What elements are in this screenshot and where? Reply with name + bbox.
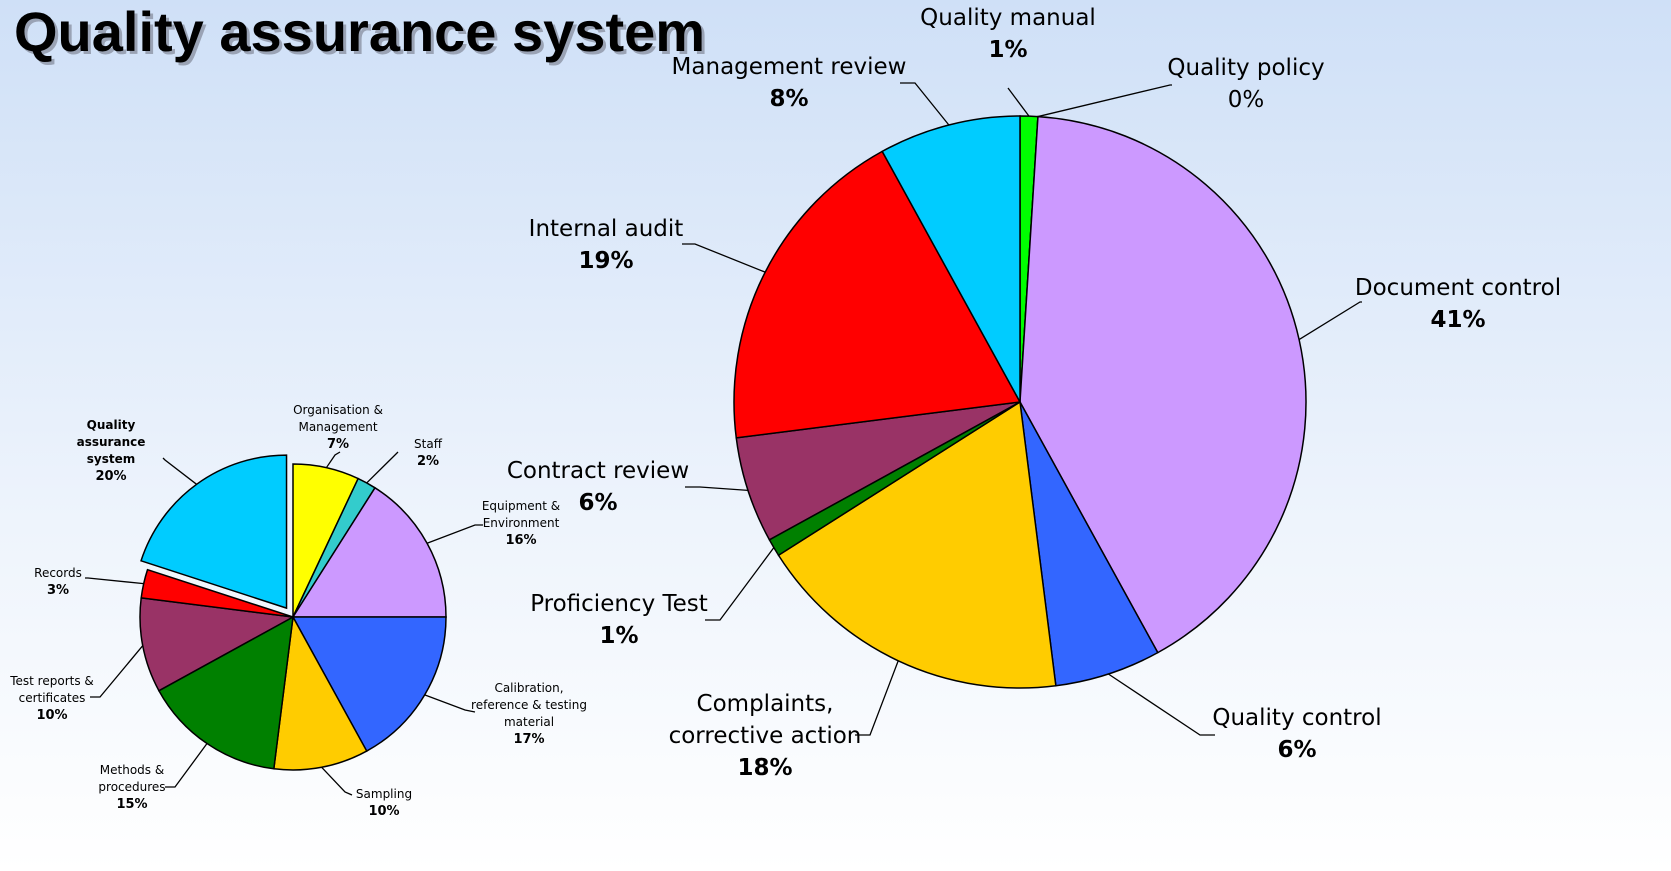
slice-value-label: 19% <box>578 248 634 274</box>
slice-name: Records <box>34 566 82 580</box>
leader-line <box>426 524 483 544</box>
slice-label: Organisation & Management 7% <box>278 402 398 453</box>
leader-line <box>682 243 766 273</box>
slice-label: Equipment & Environment 16% <box>471 498 571 549</box>
slice-name: Quality policy <box>1167 55 1325 81</box>
leader-line <box>1108 673 1215 736</box>
slice-value-label: 7% <box>326 437 350 452</box>
slice-value-label: 2% <box>416 454 440 469</box>
leader-line <box>685 486 749 492</box>
slice-name: Proficiency Test <box>530 591 708 617</box>
slice-label: Methods & procedures 15% <box>87 762 177 813</box>
leader-line <box>1298 301 1362 341</box>
slice-value-label: 16% <box>505 533 537 548</box>
pie-slice <box>291 486 447 618</box>
leader-line <box>1037 84 1172 118</box>
slice-label: Calibration, reference & testing materia… <box>464 680 594 748</box>
slice-value-label: 6% <box>578 490 618 516</box>
slice-label: Staff 2% <box>398 436 458 470</box>
leader-line <box>424 694 476 713</box>
slice-value-label: 0% <box>1227 87 1265 113</box>
slice-value-label: 3% <box>46 583 70 598</box>
slice-name: Methods & procedures <box>98 763 166 794</box>
slice-value-label: 1% <box>988 37 1028 63</box>
slice-value-label: 10% <box>368 804 400 819</box>
slice-name: Staff <box>414 437 442 451</box>
leader-line <box>162 457 197 485</box>
pie-slice <box>291 616 447 753</box>
leader-line <box>165 743 208 788</box>
slice-name: Quality assurance system <box>76 418 146 466</box>
slice-label: Internal audit 19% <box>506 213 706 277</box>
slice-label: Document control 41% <box>1348 272 1568 336</box>
pie-slice <box>733 150 1022 439</box>
slice-name: Sampling <box>355 787 413 801</box>
leader-line <box>855 660 899 736</box>
slice-name: Contract review <box>506 458 690 484</box>
slice-value-label: 18% <box>737 755 793 781</box>
slice-name: Calibration, reference & testing materia… <box>471 681 587 729</box>
slice-name: Management review <box>671 54 907 80</box>
pie-slice <box>777 400 1057 689</box>
leader-line <box>366 451 399 484</box>
slice-label: Test reports & certificates 10% <box>2 673 102 724</box>
leader-line <box>900 82 950 126</box>
leader-line <box>1007 87 1030 117</box>
slice-label: Management review 8% <box>664 51 914 115</box>
slice-name: Internal audit <box>528 216 684 242</box>
leader-line <box>85 577 144 585</box>
pie-slice <box>140 454 288 610</box>
slice-label: Sampling 10% <box>344 786 424 820</box>
slice-name: Test reports & certificates <box>10 674 94 705</box>
slice-label: Quality assurance system 20% <box>61 417 161 485</box>
slice-label: Contract review 6% <box>488 455 708 519</box>
slice-value-label: 8% <box>769 86 809 112</box>
slice-label: Proficiency Test 1% <box>504 588 734 652</box>
slice-name: Document control <box>1354 275 1562 301</box>
pie-slice <box>881 115 1021 403</box>
slice-value-label: 17% <box>513 732 545 747</box>
slice-name: Organisation & Management <box>293 403 383 434</box>
slice-label: Records 3% <box>23 565 93 599</box>
slice-name: Quality control <box>1212 705 1382 731</box>
leader-line <box>90 645 144 698</box>
pie-slice <box>1019 115 1307 654</box>
leader-line <box>321 766 353 796</box>
slice-name: Complaints, corrective action <box>668 691 862 749</box>
slice-value-label: 15% <box>116 797 148 812</box>
leader-line <box>705 547 775 621</box>
slice-value-label: 41% <box>1430 307 1486 333</box>
slide-title: Quality assurance system <box>14 0 706 63</box>
slice-value-label: 1% <box>599 623 639 649</box>
slice-label: Complaints, corrective action 18% <box>660 688 870 784</box>
slice-name: Quality manual <box>920 5 1096 31</box>
slice-label: Quality policy 0% <box>1146 52 1346 116</box>
slice-label: Quality control 6% <box>1197 702 1397 766</box>
slice-name: Equipment & Environment <box>481 499 561 530</box>
slice-label: Quality manual 1% <box>908 2 1108 66</box>
slice-value-label: 6% <box>1277 737 1317 763</box>
slice-value-label: 20% <box>95 469 127 484</box>
leader-line <box>325 451 341 469</box>
slice-value-label: 10% <box>36 708 68 723</box>
